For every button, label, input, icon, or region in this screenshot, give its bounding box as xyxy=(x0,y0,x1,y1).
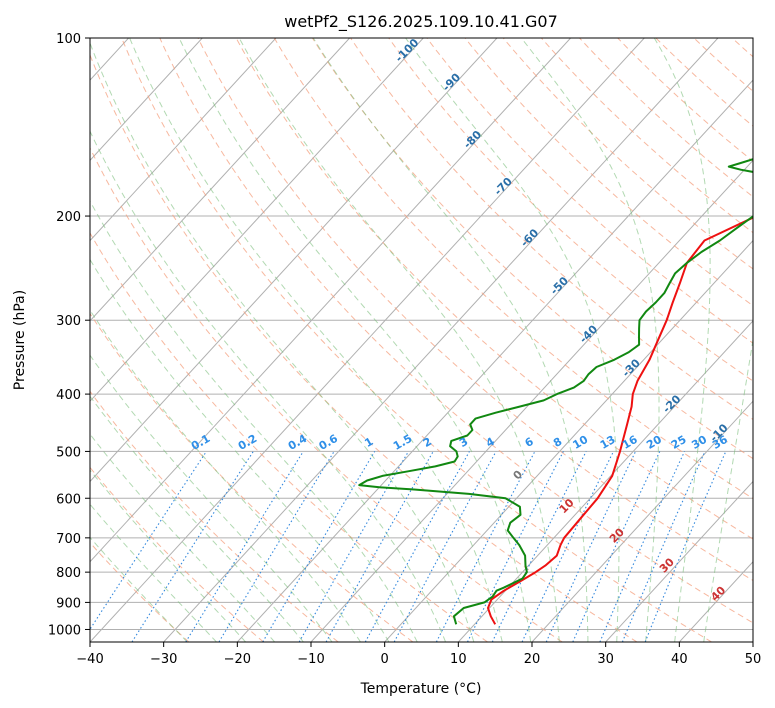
x-tick-label: −30 xyxy=(150,652,177,667)
dry-adiabat-line xyxy=(350,38,753,421)
mixing-ratio-line xyxy=(491,451,587,642)
x-tick-label: 30 xyxy=(597,652,614,667)
mixing-ratio-line xyxy=(545,451,637,642)
dry-adiabat-line xyxy=(90,146,563,642)
moist-adiabat-line xyxy=(90,309,361,642)
mixing-ratio-line xyxy=(185,451,304,642)
moist-adiabat-line xyxy=(90,395,304,642)
temperature-profile-line xyxy=(487,216,753,625)
x-tick-label: 0 xyxy=(381,652,389,667)
isotherm-line xyxy=(90,38,277,242)
dry-adiabat-line xyxy=(273,38,753,500)
y-tick-label: 800 xyxy=(56,566,81,581)
dry-adiabat-line xyxy=(90,53,638,642)
isotherm-line xyxy=(90,38,203,162)
y-tick-label: 300 xyxy=(56,314,81,329)
plot-background xyxy=(90,38,753,642)
mixing-ratio-line xyxy=(572,451,661,642)
y-tick-label: 700 xyxy=(56,532,81,547)
y-tick-label: 100 xyxy=(56,32,81,47)
y-tick-label: 600 xyxy=(56,492,81,507)
isotherm-line xyxy=(90,38,498,483)
mixing-ratio-line xyxy=(298,451,409,642)
y-axis-label: Pressure (hPa) xyxy=(12,290,28,390)
y-tick-label: 200 xyxy=(56,210,81,225)
isotherm-line xyxy=(531,400,753,642)
isotherm-line xyxy=(90,38,645,642)
mixing-ratio-line xyxy=(262,451,376,642)
isotherm-line xyxy=(384,239,753,642)
dry-adiabat-line xyxy=(541,38,753,234)
x-axis-label: Temperature (°C) xyxy=(360,681,482,697)
isotherm-line xyxy=(90,38,350,322)
moist-adiabat-line xyxy=(312,38,589,642)
x-tick-label: 10 xyxy=(450,652,467,667)
y-tick-label: 900 xyxy=(56,596,81,611)
dry-adiabat-line xyxy=(90,232,488,642)
mixing-ratio-line xyxy=(364,451,470,642)
isotherm-line xyxy=(457,320,753,642)
axis-ticks: −40 −30 −20 −10 0 10 20 30 40 50 1000 900 800 700 600 5… xyxy=(48,32,761,667)
y-tick-label: 500 xyxy=(56,445,81,460)
x-tick-label: 20 xyxy=(524,652,541,667)
dry-adiabat-line xyxy=(197,38,753,582)
series-lines xyxy=(358,158,753,625)
mixing-ratio-line xyxy=(131,451,254,642)
dry-adiabat-line xyxy=(90,390,339,642)
moist-adiabat-line xyxy=(405,38,620,642)
dry-adiabat-line xyxy=(159,38,753,624)
moist-adiabat-line xyxy=(90,41,475,642)
x-tick-label: −40 xyxy=(76,652,103,667)
isotherm-line xyxy=(90,38,424,402)
isotherm-line xyxy=(163,38,719,642)
dewpoint-profile-line xyxy=(358,158,753,625)
moist-adiabat-line xyxy=(653,38,711,642)
dry-adiabat-line xyxy=(502,38,753,270)
chart-title: wetPf2_S126.2025.109.10.41.G07 xyxy=(284,12,558,32)
x-tick-label: −20 xyxy=(224,652,251,667)
mixing-ratio-line xyxy=(325,451,434,642)
moist-adiabat-line xyxy=(90,130,446,642)
dry-adiabat-line xyxy=(121,38,712,642)
x-tick-label: 50 xyxy=(745,652,762,667)
x-tick-label: 40 xyxy=(671,652,688,667)
mixing-ratio-line xyxy=(521,451,614,642)
moist-adiabat-line xyxy=(90,258,390,642)
background-lines xyxy=(90,38,753,642)
mixing-ratio-line xyxy=(218,451,335,642)
moist-adiabat-line xyxy=(238,38,560,642)
x-tick-label: −10 xyxy=(297,652,324,667)
dry-adiabat-line xyxy=(311,38,753,460)
mixing-ratio-line xyxy=(621,451,706,642)
dry-adiabat-line xyxy=(90,312,414,642)
mixing-ratio-line xyxy=(644,451,727,642)
moist-adiabat-line xyxy=(521,38,660,642)
isotherm-line xyxy=(236,79,753,642)
moist-adiabat-line xyxy=(178,38,532,642)
isotherm-line xyxy=(90,38,571,563)
y-tick-label: 1000 xyxy=(48,623,81,638)
dry-adiabat-line xyxy=(388,38,753,382)
isotherm-line xyxy=(605,480,753,642)
plot-frame xyxy=(89,37,754,643)
moist-adiabat-line xyxy=(90,354,333,642)
y-tick-label: 400 xyxy=(56,388,81,403)
moist-adiabat-line xyxy=(703,336,753,642)
